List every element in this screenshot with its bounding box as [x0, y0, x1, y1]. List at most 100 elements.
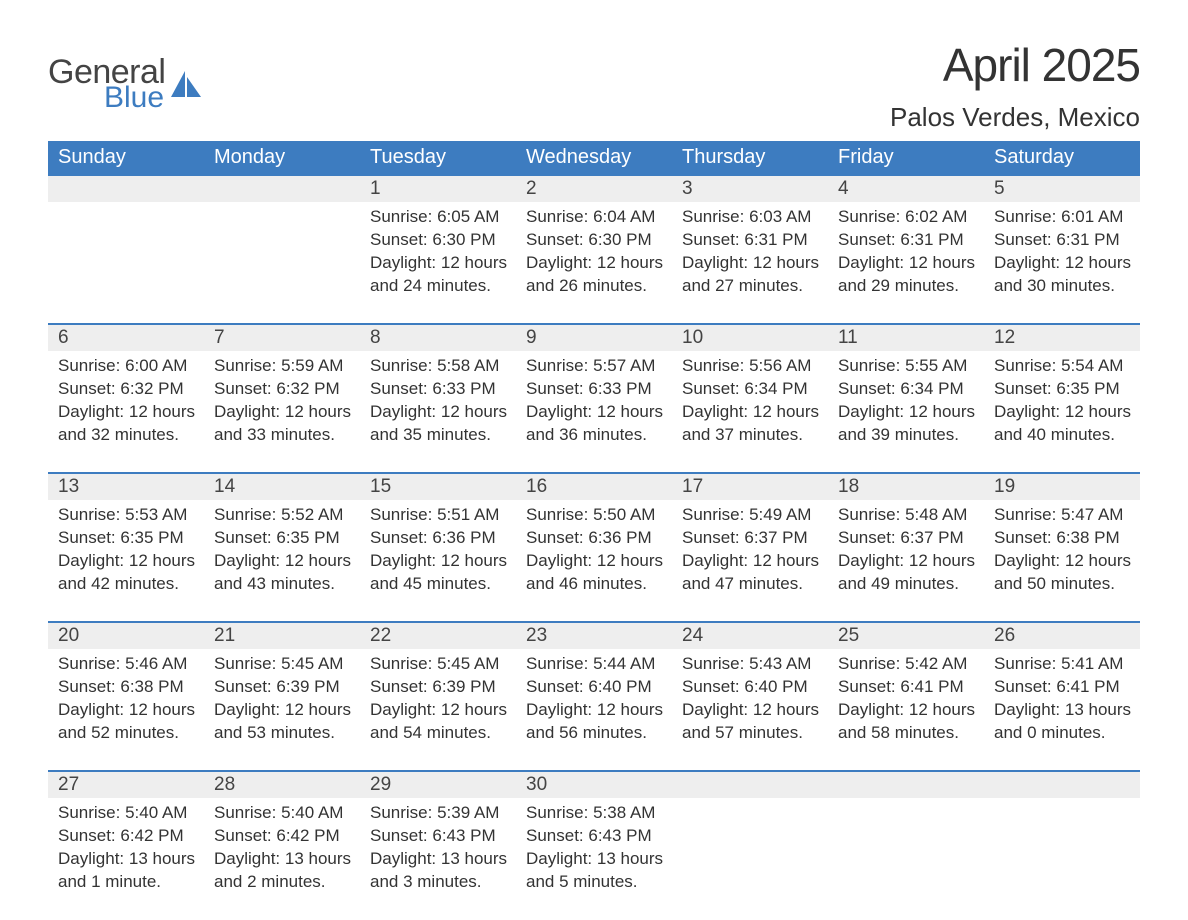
day-number-cell: 11: [828, 324, 984, 351]
day-number-cell: [672, 771, 828, 798]
day-number: 20: [58, 625, 79, 646]
day-data-cell: Sunrise: 5:50 AMSunset: 6:36 PMDaylight:…: [516, 500, 672, 622]
day-data-cell: Sunrise: 5:56 AMSunset: 6:34 PMDaylight:…: [672, 351, 828, 473]
daylight-text: Daylight: 12 hours and 35 minutes.: [370, 401, 510, 447]
daylight-text: Daylight: 12 hours and 30 minutes.: [994, 252, 1134, 298]
sunset-text: Sunset: 6:38 PM: [58, 676, 198, 699]
daylight-text: Daylight: 12 hours and 27 minutes.: [682, 252, 822, 298]
day-number: 9: [526, 327, 537, 348]
day-number-cell: 9: [516, 324, 672, 351]
sunrise-text: Sunrise: 6:04 AM: [526, 206, 666, 229]
day-number-cell: 27: [48, 771, 204, 798]
sunrise-text: Sunrise: 5:40 AM: [214, 802, 354, 825]
day-number: 23: [526, 625, 547, 646]
day-number: 27: [58, 774, 79, 795]
page-header: General Blue April 2025 Palos Verdes, Me…: [48, 38, 1140, 133]
sunrise-text: Sunrise: 6:01 AM: [994, 206, 1134, 229]
day-number: 14: [214, 476, 235, 497]
day-number-cell: 17: [672, 473, 828, 500]
day-data-cell: Sunrise: 5:41 AMSunset: 6:41 PMDaylight:…: [984, 649, 1140, 771]
day-number-cell: 24: [672, 622, 828, 649]
day-number-cell: 29: [360, 771, 516, 798]
day-number: 17: [682, 476, 703, 497]
day-number: 28: [214, 774, 235, 795]
sunset-text: Sunset: 6:41 PM: [838, 676, 978, 699]
sunset-text: Sunset: 6:31 PM: [994, 229, 1134, 252]
day-number: 12: [994, 327, 1015, 348]
daylight-text: Daylight: 12 hours and 33 minutes.: [214, 401, 354, 447]
weekday-header: Monday: [204, 141, 360, 175]
sunrise-text: Sunrise: 5:41 AM: [994, 653, 1134, 676]
day-data-cell: Sunrise: 5:40 AMSunset: 6:42 PMDaylight:…: [48, 798, 204, 920]
sunset-text: Sunset: 6:32 PM: [214, 378, 354, 401]
day-number-cell: 21: [204, 622, 360, 649]
day-number: 24: [682, 625, 703, 646]
day-data-cell: Sunrise: 5:49 AMSunset: 6:37 PMDaylight:…: [672, 500, 828, 622]
day-data-cell: Sunrise: 5:58 AMSunset: 6:33 PMDaylight:…: [360, 351, 516, 473]
daylight-text: Daylight: 12 hours and 52 minutes.: [58, 699, 198, 745]
day-number: 29: [370, 774, 391, 795]
sunset-text: Sunset: 6:43 PM: [526, 825, 666, 848]
day-number-cell: [984, 771, 1140, 798]
sunset-text: Sunset: 6:33 PM: [526, 378, 666, 401]
day-number-cell: 23: [516, 622, 672, 649]
daylight-text: Daylight: 12 hours and 49 minutes.: [838, 550, 978, 596]
sunset-text: Sunset: 6:31 PM: [682, 229, 822, 252]
day-number: 2: [526, 178, 537, 199]
sunrise-text: Sunrise: 5:55 AM: [838, 355, 978, 378]
daynum-row: 20212223242526: [48, 622, 1140, 649]
day-number-cell: 15: [360, 473, 516, 500]
sunset-text: Sunset: 6:40 PM: [682, 676, 822, 699]
day-data-cell: Sunrise: 5:43 AMSunset: 6:40 PMDaylight:…: [672, 649, 828, 771]
sunrise-text: Sunrise: 5:39 AM: [370, 802, 510, 825]
day-number-cell: 16: [516, 473, 672, 500]
brand-line2: Blue: [104, 84, 165, 113]
sunrise-text: Sunrise: 6:03 AM: [682, 206, 822, 229]
sunrise-text: Sunrise: 5:45 AM: [214, 653, 354, 676]
daylight-text: Daylight: 12 hours and 58 minutes.: [838, 699, 978, 745]
daynum-row: 12345: [48, 175, 1140, 202]
sunrise-text: Sunrise: 5:48 AM: [838, 504, 978, 527]
calendar-head: Sunday Monday Tuesday Wednesday Thursday…: [48, 141, 1140, 175]
day-data-cell: Sunrise: 5:46 AMSunset: 6:38 PMDaylight:…: [48, 649, 204, 771]
weekday-header: Thursday: [672, 141, 828, 175]
daylight-text: Daylight: 13 hours and 1 minute.: [58, 848, 198, 894]
sunrise-text: Sunrise: 5:46 AM: [58, 653, 198, 676]
sunset-text: Sunset: 6:37 PM: [682, 527, 822, 550]
day-number: 8: [370, 327, 381, 348]
day-data-cell: Sunrise: 5:42 AMSunset: 6:41 PMDaylight:…: [828, 649, 984, 771]
day-data-cell: Sunrise: 5:44 AMSunset: 6:40 PMDaylight:…: [516, 649, 672, 771]
day-number: 25: [838, 625, 859, 646]
sunrise-text: Sunrise: 5:44 AM: [526, 653, 666, 676]
day-number-cell: 14: [204, 473, 360, 500]
day-number-cell: 3: [672, 175, 828, 202]
day-number: 30: [526, 774, 547, 795]
daylight-text: Daylight: 12 hours and 40 minutes.: [994, 401, 1134, 447]
sunset-text: Sunset: 6:34 PM: [838, 378, 978, 401]
sunrise-text: Sunrise: 5:47 AM: [994, 504, 1134, 527]
sunrise-text: Sunrise: 5:57 AM: [526, 355, 666, 378]
day-number-cell: 2: [516, 175, 672, 202]
day-number-cell: 10: [672, 324, 828, 351]
sunset-text: Sunset: 6:39 PM: [370, 676, 510, 699]
day-data-cell: [48, 202, 204, 324]
day-number-cell: 4: [828, 175, 984, 202]
sunset-text: Sunset: 6:37 PM: [838, 527, 978, 550]
daylight-text: Daylight: 12 hours and 43 minutes.: [214, 550, 354, 596]
sunrise-text: Sunrise: 5:56 AM: [682, 355, 822, 378]
day-data-cell: Sunrise: 5:52 AMSunset: 6:35 PMDaylight:…: [204, 500, 360, 622]
day-number: 10: [682, 327, 703, 348]
day-data-cell: Sunrise: 6:01 AMSunset: 6:31 PMDaylight:…: [984, 202, 1140, 324]
sunrise-text: Sunrise: 5:58 AM: [370, 355, 510, 378]
day-number: 13: [58, 476, 79, 497]
sunset-text: Sunset: 6:42 PM: [214, 825, 354, 848]
sunset-text: Sunset: 6:32 PM: [58, 378, 198, 401]
day-number-cell: 7: [204, 324, 360, 351]
day-number-cell: 8: [360, 324, 516, 351]
day-number-cell: 12: [984, 324, 1140, 351]
sunrise-text: Sunrise: 5:51 AM: [370, 504, 510, 527]
sunset-text: Sunset: 6:40 PM: [526, 676, 666, 699]
daylight-text: Daylight: 12 hours and 24 minutes.: [370, 252, 510, 298]
sunrise-text: Sunrise: 5:43 AM: [682, 653, 822, 676]
day-number: 3: [682, 178, 693, 199]
